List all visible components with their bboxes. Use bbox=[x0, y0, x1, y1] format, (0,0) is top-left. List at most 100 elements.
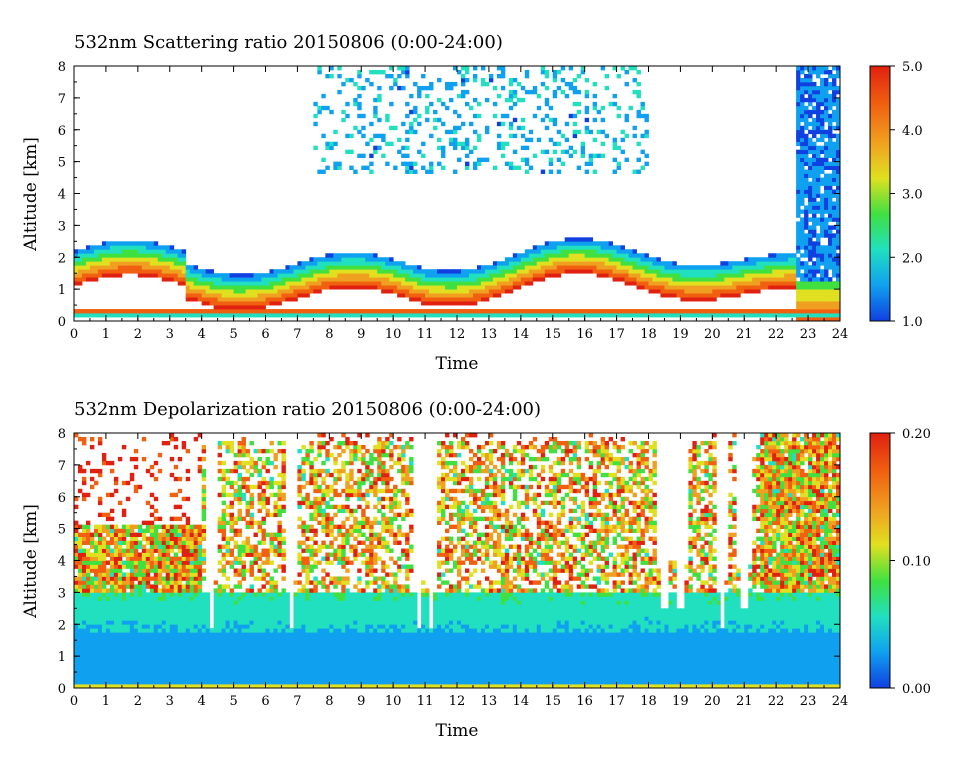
heatmap-cell-scattering bbox=[341, 81, 346, 87]
heatmap-cell-scattering bbox=[472, 289, 478, 294]
heatmap-cell-scattering bbox=[508, 281, 514, 286]
heatmap-cell-depolarization bbox=[233, 556, 238, 561]
heatmap-cell-scattering bbox=[476, 161, 482, 167]
heatmap-cell-scattering bbox=[484, 281, 490, 286]
heatmap-cell-scattering bbox=[512, 273, 518, 278]
heatmap-cell-depolarization bbox=[165, 588, 171, 593]
heatmap-cell-scattering bbox=[317, 313, 322, 318]
heatmap-cell-depolarization bbox=[217, 452, 223, 458]
heatmap-cell-depolarization bbox=[74, 620, 79, 625]
heatmap-cell-depolarization bbox=[169, 560, 175, 565]
heatmap-cell-scattering bbox=[636, 265, 641, 270]
heatmap-cell-scattering bbox=[520, 157, 526, 163]
heatmap-cell-depolarization bbox=[181, 644, 187, 649]
heatmap-cell-depolarization bbox=[177, 672, 183, 677]
heatmap-cell-scattering bbox=[293, 297, 298, 302]
heatmap-cell-scattering bbox=[401, 309, 406, 314]
heatmap-cell-depolarization bbox=[101, 668, 107, 673]
heatmap-cell-depolarization bbox=[129, 456, 135, 462]
heatmap-cell-scattering bbox=[548, 257, 554, 262]
heatmap-cell-depolarization bbox=[165, 672, 171, 677]
heatmap-cell-scattering bbox=[560, 257, 566, 262]
heatmap-cell-scattering bbox=[145, 241, 151, 246]
heatmap-cell-depolarization bbox=[77, 628, 83, 633]
heatmap-cell-scattering bbox=[453, 309, 458, 314]
heatmap-cell-scattering bbox=[536, 309, 542, 314]
heatmap-cell-scattering bbox=[800, 209, 805, 214]
heatmap-cell-scattering bbox=[784, 313, 789, 318]
heatmap-cell-scattering bbox=[361, 277, 366, 282]
heatmap-cell-scattering bbox=[804, 73, 809, 79]
heatmap-cell-scattering bbox=[405, 289, 410, 294]
heatmap-cell-scattering bbox=[381, 69, 386, 75]
heatmap-cell-scattering bbox=[393, 125, 398, 131]
heatmap-cell-depolarization bbox=[81, 536, 87, 541]
heatmap-cell-depolarization bbox=[101, 564, 107, 569]
heatmap-cell-scattering bbox=[129, 249, 135, 254]
heatmap-cell-depolarization bbox=[177, 684, 183, 689]
heatmap-cell-depolarization bbox=[229, 604, 234, 609]
heatmap-cell-depolarization bbox=[149, 536, 155, 541]
heatmap-cell-scattering bbox=[425, 285, 430, 290]
heatmap-cell-scattering bbox=[385, 257, 390, 262]
heatmap-cell-depolarization bbox=[237, 660, 242, 665]
heatmap-cell-scattering bbox=[353, 309, 358, 314]
heatmap-cell-depolarization bbox=[105, 596, 111, 601]
heatmap-cell-scattering bbox=[229, 297, 234, 302]
heatmap-cell-depolarization bbox=[105, 552, 111, 557]
heatmap-cell-scattering bbox=[832, 153, 837, 159]
heatmap-cell-depolarization bbox=[221, 588, 226, 593]
heatmap-cell-scattering bbox=[796, 169, 801, 174]
heatmap-cell-depolarization bbox=[101, 612, 107, 617]
heatmap-cell-scattering bbox=[816, 93, 821, 99]
heatmap-cell-depolarization bbox=[141, 608, 147, 613]
heatmap-cell-depolarization bbox=[105, 624, 111, 629]
heatmap-cell-depolarization bbox=[125, 660, 131, 665]
heatmap-cell-depolarization bbox=[74, 624, 79, 629]
heatmap-cell-depolarization bbox=[149, 532, 155, 537]
heatmap-cell-scattering bbox=[405, 277, 410, 282]
heatmap-cell-depolarization bbox=[74, 524, 79, 530]
heatmap-cell-depolarization bbox=[153, 476, 159, 482]
heatmap-cell-scattering bbox=[409, 313, 414, 318]
heatmap-cell-scattering bbox=[828, 161, 833, 167]
heatmap-cell-scattering bbox=[796, 249, 801, 254]
heatmap-cell-scattering bbox=[640, 285, 645, 290]
heatmap-cell-scattering bbox=[804, 237, 809, 242]
heatmap-cell-depolarization bbox=[161, 620, 167, 625]
heatmap-cell-scattering bbox=[433, 117, 438, 123]
heatmap-cell-scattering bbox=[812, 117, 817, 123]
heatmap-cell-scattering bbox=[824, 129, 829, 135]
heatmap-cell-depolarization bbox=[173, 668, 179, 673]
heatmap-cell-scattering bbox=[580, 141, 586, 147]
heatmap-cell-scattering bbox=[309, 269, 314, 274]
heatmap-cell-depolarization bbox=[185, 604, 191, 609]
heatmap-cell-scattering bbox=[500, 66, 506, 71]
heatmap-cell-depolarization bbox=[185, 616, 191, 621]
heatmap-cell-scattering bbox=[660, 277, 665, 282]
heatmap-cell-depolarization bbox=[145, 568, 151, 573]
heatmap-cell-scattering bbox=[361, 269, 366, 274]
heatmap-cell-scattering bbox=[796, 285, 801, 290]
heatmap-cell-scattering bbox=[804, 253, 809, 258]
heatmap-cell-scattering bbox=[457, 313, 462, 318]
heatmap-cell-scattering bbox=[564, 313, 570, 318]
heatmap-cell-depolarization bbox=[113, 560, 119, 565]
heatmap-cell-scattering bbox=[816, 249, 821, 254]
heatmap-cell-depolarization bbox=[89, 580, 95, 585]
heatmap-cell-scattering bbox=[540, 261, 546, 266]
heatmap-cell-depolarization bbox=[201, 616, 207, 621]
heatmap-cell-scattering bbox=[401, 293, 406, 298]
heatmap-cell-scattering bbox=[804, 173, 809, 178]
heatmap-cell-scattering bbox=[624, 281, 629, 286]
heatmap-cell-scattering bbox=[109, 273, 115, 278]
heatmap-cell-depolarization bbox=[221, 656, 226, 661]
heatmap-cell-depolarization bbox=[181, 600, 187, 605]
heatmap-cell-scattering bbox=[277, 313, 282, 318]
heatmap-cell-scattering bbox=[636, 113, 641, 119]
heatmap-cell-scattering bbox=[476, 265, 482, 270]
heatmap-cell-scattering bbox=[672, 277, 677, 282]
heatmap-cell-scattering bbox=[508, 125, 514, 131]
heatmap-cell-depolarization bbox=[153, 668, 159, 673]
heatmap-cell-scattering bbox=[584, 125, 590, 131]
